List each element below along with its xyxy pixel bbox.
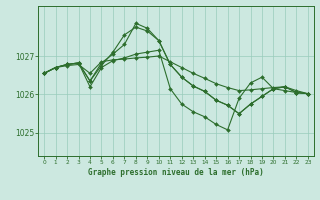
X-axis label: Graphe pression niveau de la mer (hPa): Graphe pression niveau de la mer (hPa) xyxy=(88,168,264,177)
